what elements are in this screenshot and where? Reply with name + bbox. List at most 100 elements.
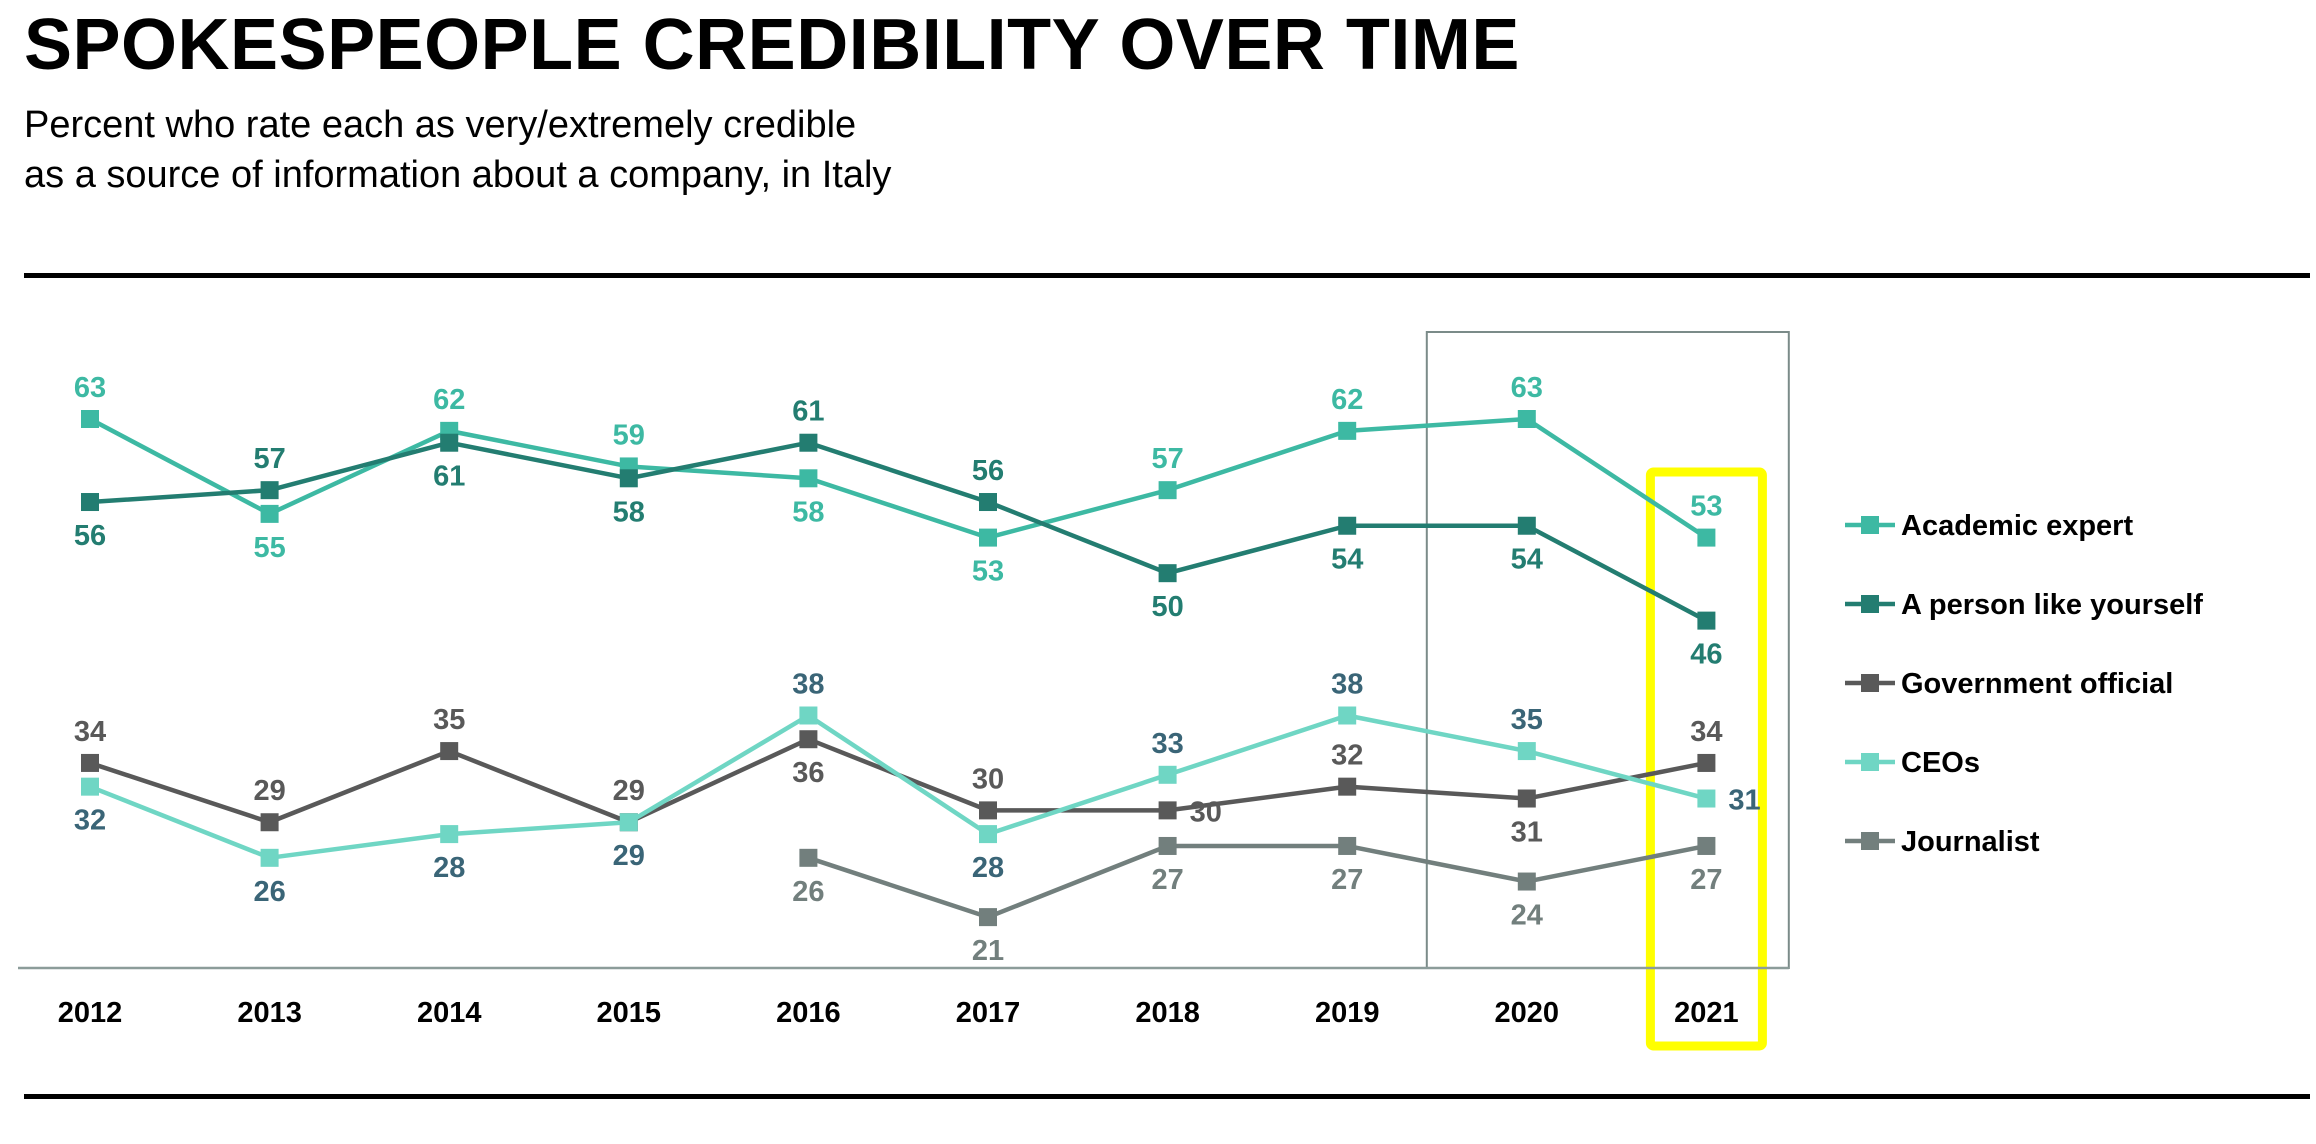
marker-academic-expert-2019 <box>1338 421 1357 440</box>
marker-government-official-2017 <box>979 801 997 820</box>
marker-government-official-2012 <box>81 753 99 772</box>
marker-ceos-2013 <box>260 848 279 867</box>
data-label-ceos-2013: 26 <box>253 876 285 908</box>
data-label-government-official-2018: 30 <box>1190 796 1222 828</box>
data-label-a-person-like-yourself-2015: 58 <box>613 496 645 528</box>
marker-a-person-like-yourself-2016 <box>799 433 818 452</box>
marker-academic-expert-2016 <box>799 469 818 488</box>
legend-marker-ceos <box>1861 753 1879 771</box>
data-label-academic-expert-2019: 62 <box>1331 384 1363 416</box>
marker-government-official-2016 <box>799 730 818 749</box>
data-label-a-person-like-yourself-2020: 54 <box>1511 544 1543 576</box>
marker-a-person-like-yourself-2015 <box>619 469 638 488</box>
marker-a-person-like-yourself-2021 <box>1697 611 1716 630</box>
highlight-frames <box>1425 331 1790 1051</box>
marker-journalist-2017 <box>979 908 997 927</box>
marker-journalist-2020 <box>1517 872 1536 891</box>
x-tick-label-2016: 2016 <box>776 997 841 1029</box>
data-label-journalist-2018: 27 <box>1151 864 1183 896</box>
x-axis: 2012 2013 2014 2015 2016 2017 2018 2019 2020 2021 <box>18 966 1789 1029</box>
data-label-government-official-2012: 34 <box>74 716 106 748</box>
legend-label-journalist: Journalist <box>1901 826 2040 858</box>
x-tick-label-2014: 2014 <box>417 997 482 1029</box>
data-label-ceos-2014: 28 <box>433 852 465 884</box>
data-label-government-official-2021: 34 <box>1690 716 1722 748</box>
x-tick-label-2013: 2013 <box>237 997 302 1029</box>
marker-ceos-2014 <box>440 825 459 844</box>
data-label-government-official-2014: 35 <box>433 704 465 736</box>
marker-a-person-like-yourself-2013 <box>260 481 279 500</box>
data-label-a-person-like-yourself-2021: 46 <box>1690 639 1722 671</box>
data-label-a-person-like-yourself-2017: 56 <box>972 455 1004 487</box>
legend-label-government-official: Government official <box>1901 668 2173 700</box>
subtitle-line-1: Percent who rate each as very/extremely … <box>24 104 857 146</box>
marker-a-person-like-yourself-2018 <box>1158 564 1177 583</box>
legend-marker-academic-expert <box>1861 516 1879 534</box>
marker-journalist-2019 <box>1338 836 1357 855</box>
x-tick-label-2019: 2019 <box>1315 997 1380 1029</box>
subtitle-line-2: as a source of information about a compa… <box>24 154 892 196</box>
series-line-academic-expert <box>88 416 1708 540</box>
marker-academic-expert-2020 <box>1517 410 1536 428</box>
legend: Academic expert A person like yourself Gov… <box>1845 510 2203 858</box>
data-label-journalist-2021: 27 <box>1690 864 1722 896</box>
data-label-ceos-2019: 38 <box>1331 669 1363 701</box>
marker-ceos-2016 <box>799 706 818 725</box>
data-label-ceos-2016: 38 <box>792 669 824 701</box>
marker-ceos-2012 <box>81 777 99 796</box>
data-label-a-person-like-yourself-2012: 56 <box>74 520 106 552</box>
data-label-academic-expert-2016: 58 <box>792 496 824 528</box>
legend-marker-journalist <box>1861 832 1879 850</box>
legend-label-a-person-like-yourself: A person like yourself <box>1901 589 2203 621</box>
data-label-journalist-2017: 21 <box>972 935 1004 967</box>
marker-ceos-2020 <box>1517 742 1536 761</box>
data-label-a-person-like-yourself-2016: 61 <box>792 396 824 428</box>
data-label-ceos-2015: 29 <box>613 840 645 872</box>
x-tick-label-2021: 2021 <box>1674 997 1739 1029</box>
data-label-a-person-like-yourself-2019: 54 <box>1331 544 1363 576</box>
marker-academic-expert-2013 <box>260 504 279 523</box>
highlight-box-2021 <box>1645 467 1767 1051</box>
data-label-journalist-2016: 26 <box>792 876 824 908</box>
series-line-ceos <box>89 713 1707 861</box>
data-label-journalist-2020: 24 <box>1511 900 1543 932</box>
series-line-a-person-like-yourself <box>89 440 1708 623</box>
marker-a-person-like-yourself-2014 <box>440 433 459 452</box>
marker-government-official-2019 <box>1338 777 1357 796</box>
data-labels: 63 55 62 59 58 53 57 62 63 53 56 57 61 58 61 56 50 54 54 46… <box>74 372 1761 967</box>
marker-government-official-2018 <box>1158 801 1177 820</box>
data-label-government-official-2013: 29 <box>253 775 285 807</box>
marker-a-person-like-yourself-2020 <box>1517 516 1536 535</box>
marker-ceos-2021 <box>1697 789 1716 808</box>
data-label-government-official-2020: 31 <box>1511 817 1543 849</box>
legend-label-academic-expert: Academic expert <box>1901 510 2133 542</box>
data-label-academic-expert-2014: 62 <box>433 384 465 416</box>
data-label-ceos-2018: 33 <box>1151 728 1183 760</box>
marker-academic-expert-2012 <box>81 410 99 428</box>
marker-ceos-2018 <box>1158 765 1177 784</box>
marker-ceos-2019 <box>1338 706 1357 725</box>
x-tick-label-2012: 2012 <box>58 997 123 1029</box>
data-label-a-person-like-yourself-2013: 57 <box>253 443 285 475</box>
data-label-ceos-2012: 32 <box>74 805 106 837</box>
marker-academic-expert-2021 <box>1697 528 1716 547</box>
data-label-government-official-2015: 29 <box>613 775 645 807</box>
legend-marker-government-official <box>1861 674 1879 692</box>
marker-a-person-like-yourself-2012 <box>81 493 99 512</box>
data-label-a-person-like-yourself-2014: 61 <box>433 461 465 493</box>
bottom-divider <box>24 1094 2310 1099</box>
marker-government-official-2013 <box>260 813 279 832</box>
chart-subtitle: Percent who rate each as very/extremely … <box>24 100 891 200</box>
x-tick-label-2015: 2015 <box>597 997 662 1029</box>
marker-journalist-2016 <box>799 848 818 867</box>
marker-journalist-2018 <box>1158 836 1177 855</box>
data-label-journalist-2019: 27 <box>1331 864 1363 896</box>
top-divider <box>24 273 2310 278</box>
data-label-academic-expert-2018: 57 <box>1151 443 1183 475</box>
chart-title: SPOKESPEOPLE CREDIBILITY OVER TIME <box>24 5 1520 85</box>
marker-journalist-2021 <box>1697 836 1716 855</box>
marker-government-official-2014 <box>440 742 459 761</box>
data-label-academic-expert-2015: 59 <box>613 419 645 451</box>
marker-government-official-2020 <box>1517 789 1536 808</box>
